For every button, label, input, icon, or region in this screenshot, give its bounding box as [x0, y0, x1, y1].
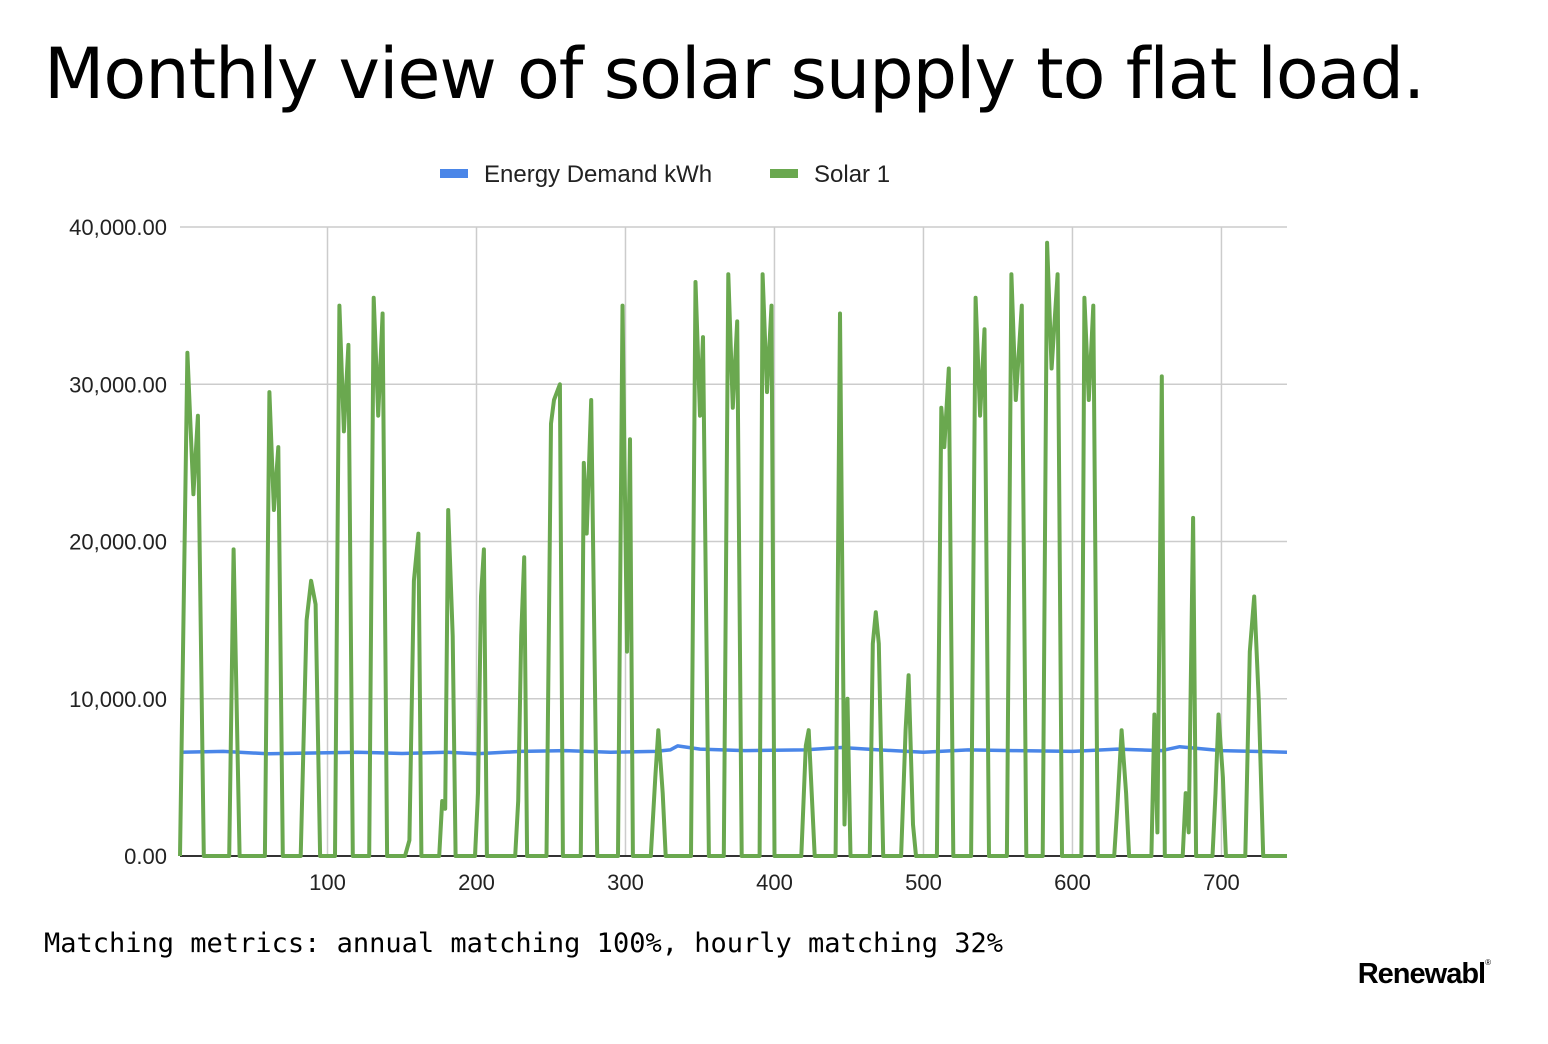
legend-swatch [440, 169, 468, 178]
y-tick-label: 20,000.00 [69, 530, 167, 555]
y-tick-label: 30,000.00 [69, 372, 167, 397]
y-tick-label: 40,000.00 [69, 215, 167, 240]
registered-mark: ® [1485, 958, 1491, 967]
legend-label: Solar 1 [814, 161, 890, 188]
x-tick-label: 200 [458, 870, 495, 895]
y-tick-label: 0.00 [124, 844, 167, 869]
series-line-2 [178, 240, 1287, 858]
series-line-1 [179, 744, 1288, 756]
brand-name: Renewabl [1357, 958, 1486, 990]
x-axis-tick-labels: 100 200 300 400 500 600 700 [309, 870, 1240, 895]
legend-label: Energy Demand kWh [484, 161, 712, 188]
legend-swatch [770, 169, 798, 178]
x-tick-label: 600 [1054, 870, 1091, 895]
x-tick-label: 500 [905, 870, 942, 895]
x-tick-label: 100 [309, 870, 346, 895]
y-tick-label: 10,000.00 [69, 687, 167, 712]
page-title: Monthly view of solar supply to flat loa… [44, 33, 1425, 115]
series-lines [178, 240, 1288, 858]
brand-logo: Renewabl® [1357, 958, 1491, 991]
matching-metrics: Matching metrics: annual matching 100%, … [44, 928, 1004, 959]
y-axis-tick-labels: 0.00 10,000.00 20,000.00 30,000.00 40,000.00 [69, 215, 167, 869]
x-tick-label: 700 [1203, 870, 1240, 895]
x-tick-label: 400 [756, 870, 793, 895]
chart-legend: Energy Demand kWh Solar 1 [440, 161, 890, 188]
x-tick-label: 300 [607, 870, 644, 895]
